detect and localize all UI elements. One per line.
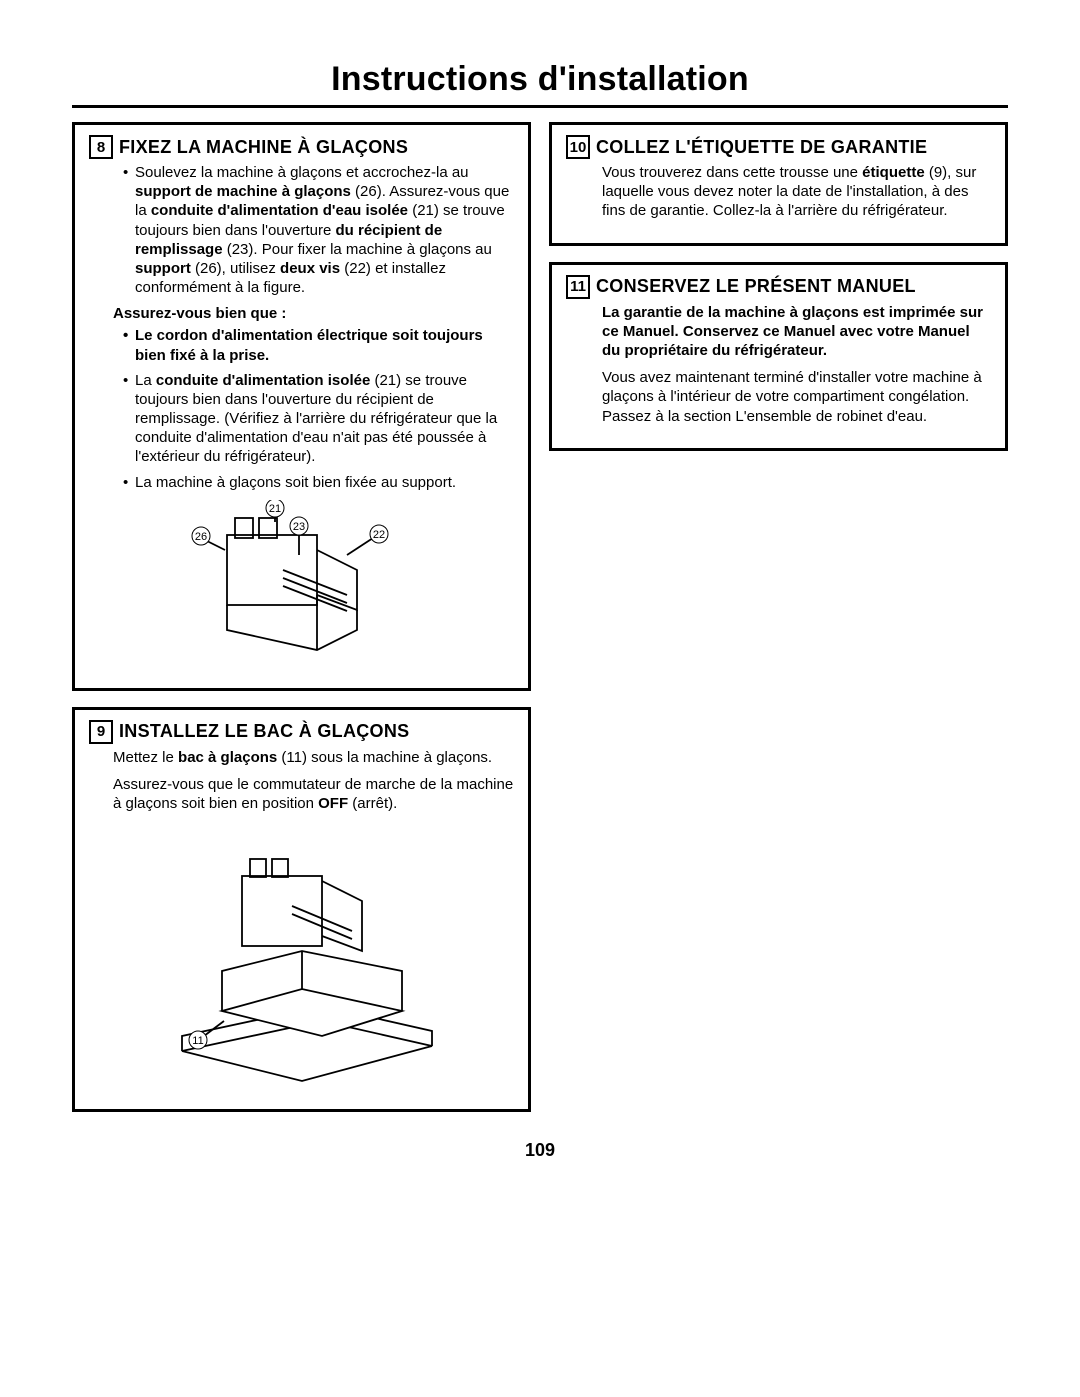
callout-11: 11: [192, 1035, 203, 1047]
step-10-box: 10 COLLEZ L'ÉTIQUETTE DE GARANTIE Vous t…: [549, 122, 1008, 246]
left-column: 8 FIXEZ LA MACHINE À GLAÇONS Soulevez la…: [72, 122, 531, 1112]
step-8-intro: Soulevez la machine à glaçons et accroch…: [123, 163, 514, 297]
text: Assurez-vous que le commutateur de march…: [113, 776, 513, 812]
step-8-header: 8 FIXEZ LA MACHINE À GLAÇONS: [89, 135, 514, 159]
page-number: 109: [72, 1140, 1008, 1161]
text-bold: support: [135, 260, 191, 277]
callout-23: 23: [292, 521, 304, 533]
text: (26), utilisez: [191, 260, 280, 277]
step-8-number: 8: [89, 135, 113, 159]
text-bold: étiquette: [862, 164, 925, 181]
step-10-header: 10 COLLEZ L'ÉTIQUETTE DE GARANTIE: [566, 135, 991, 159]
step-8-figure: 26 21 23 22: [187, 500, 417, 670]
step-8-bullet-1: Le cordon d'alimentation électrique soit…: [123, 326, 514, 364]
step-10-number: 10: [566, 135, 590, 159]
text-bold: deux vis: [280, 260, 340, 277]
step-8-assure-heading: Assurez-vous bien que :: [113, 305, 514, 322]
text-bold: bac à glaçons: [178, 749, 277, 766]
text-bold: support de machine à glaçons: [135, 183, 351, 200]
step-8-bullet-3: La machine à glaçons soit bien fixée au …: [123, 473, 514, 492]
title-underline: [72, 105, 1008, 108]
step-10-title: COLLEZ L'ÉTIQUETTE DE GARANTIE: [596, 137, 927, 158]
step-9-p2: Assurez-vous que le commutateur de march…: [113, 775, 514, 813]
step-8-title: FIXEZ LA MACHINE À GLAÇONS: [119, 137, 408, 158]
callout-22: 22: [372, 529, 384, 541]
callout-26: 26: [194, 531, 206, 543]
text: Soulevez la machine à glaçons et accroch…: [135, 164, 469, 181]
text: (arrêt).: [348, 795, 397, 812]
step-9-header: 9 INSTALLEZ LE BAC À GLAÇONS: [89, 720, 514, 744]
step-11-p2: Vous avez maintenant terminé d'installer…: [602, 368, 991, 426]
step-11-box: 11 CONSERVEZ LE PRÉSENT MANUEL La garant…: [549, 262, 1008, 451]
step-11-number: 11: [566, 275, 590, 299]
step-11-title: CONSERVEZ LE PRÉSENT MANUEL: [596, 276, 916, 297]
text: (11) sous la machine à glaçons.: [277, 749, 492, 766]
step-11-header: 11 CONSERVEZ LE PRÉSENT MANUEL: [566, 275, 991, 299]
callout-21: 21: [268, 503, 280, 515]
text-bold: conduite d'alimentation d'eau isolée: [151, 202, 408, 219]
step-9-box: 9 INSTALLEZ LE BAC À GLAÇONS Mettez le b…: [72, 707, 531, 1113]
text-bold: OFF: [318, 795, 348, 812]
step-8-box: 8 FIXEZ LA MACHINE À GLAÇONS Soulevez la…: [72, 122, 531, 691]
text: Vous trouverez dans cette trousse une: [602, 164, 862, 181]
content-columns: 8 FIXEZ LA MACHINE À GLAÇONS Soulevez la…: [72, 122, 1008, 1112]
right-column: 10 COLLEZ L'ÉTIQUETTE DE GARANTIE Vous t…: [549, 122, 1008, 451]
step-9-number: 9: [89, 720, 113, 744]
text: La: [135, 372, 156, 389]
text: (23). Pour fixer la machine à glaçons au: [223, 241, 492, 258]
text-bold: conduite d'alimentation isolée: [156, 372, 370, 389]
step-9-title: INSTALLEZ LE BAC À GLAÇONS: [119, 721, 409, 742]
step-10-p: Vous trouverez dans cette trousse une ét…: [602, 163, 991, 221]
page-title: Instructions d'installation: [72, 60, 1008, 99]
step-8-assure-list: Le cordon d'alimentation électrique soit…: [123, 326, 514, 492]
step-8-intro-list: Soulevez la machine à glaçons et accroch…: [123, 163, 514, 297]
text: Mettez le: [113, 749, 178, 766]
step-11-p1: La garantie de la machine à glaçons est …: [602, 303, 991, 361]
step-8-bullet-2: La conduite d'alimentation isolée (21) s…: [123, 371, 514, 467]
step-9-figure: 11: [152, 821, 452, 1091]
step-9-p1: Mettez le bac à glaçons (11) sous la mac…: [113, 748, 514, 767]
